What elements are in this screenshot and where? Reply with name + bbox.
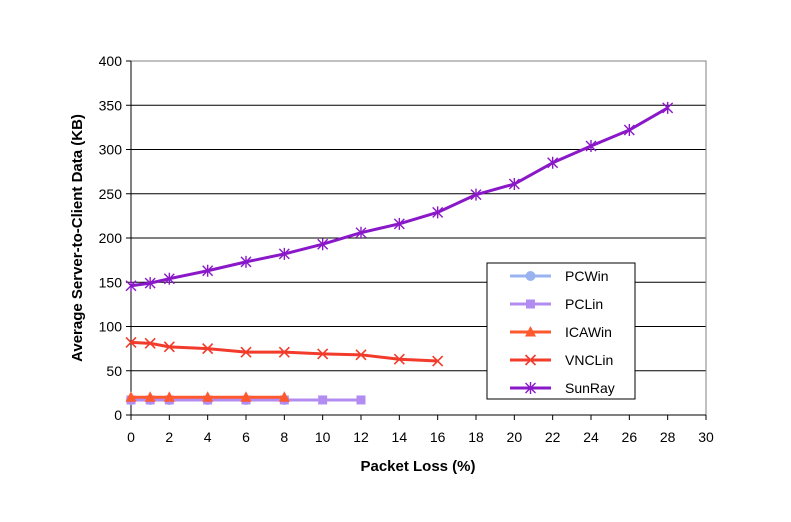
data-point-vnclin	[125, 336, 137, 348]
grid-lines	[131, 104, 706, 372]
legend-marker	[526, 299, 535, 309]
data-point-sunray	[585, 139, 597, 152]
legend-box	[486, 262, 636, 400]
legend-item-sunray: SunRay	[510, 380, 615, 396]
data-point-sunray	[125, 279, 137, 292]
data-point-sunray	[144, 277, 156, 290]
data-point-pclin	[356, 395, 366, 405]
data-point-sunray	[355, 226, 367, 239]
x-tick-label: 30	[698, 429, 714, 445]
data-point-vnclin	[432, 355, 444, 367]
x-tick-label: 16	[430, 429, 446, 445]
x-tick-label: 18	[468, 429, 484, 445]
data-point-icawin	[240, 391, 252, 402]
data-point-sunray	[202, 264, 214, 277]
x-tick-label: 2	[165, 429, 173, 445]
y-axis-title: Average Server-to-Client Data (KB)	[69, 114, 86, 362]
data-point-icawin	[144, 391, 156, 402]
data-point-icawin	[163, 391, 175, 402]
data-point-vnclin	[355, 349, 367, 361]
y-tick-label: 250	[99, 186, 123, 202]
legend-label: VNCLin	[565, 352, 613, 368]
series-layer	[125, 101, 674, 405]
data-point-sunray	[547, 156, 559, 169]
data-point-sunray	[278, 247, 290, 260]
data-point-icawin	[278, 391, 290, 402]
series-line-sunray	[130, 106, 669, 288]
data-point-sunray	[662, 101, 674, 114]
data-point-vnclin	[144, 337, 156, 349]
x-tick-label: 4	[204, 429, 212, 445]
legend-marker	[525, 271, 536, 281]
legend-item-icawin: ICAWin	[510, 324, 612, 340]
x-tick-label: 6	[242, 429, 250, 445]
data-point-sunray	[317, 238, 329, 251]
data-point-vnclin	[278, 346, 290, 358]
data-point-vnclin	[393, 353, 405, 365]
data-point-icawin	[202, 391, 214, 402]
data-point-sunray	[623, 124, 635, 137]
series-vnclin	[125, 336, 444, 367]
data-point-sunray	[508, 178, 520, 191]
y-tick-label: 200	[99, 230, 123, 246]
data-point-vnclin	[202, 343, 214, 355]
y-tick-label: 350	[99, 97, 123, 113]
series-line-vnclin	[130, 340, 438, 363]
legend-item-pclin: PCLin	[510, 296, 603, 312]
y-tick-label: 300	[99, 142, 123, 158]
legend-label: SunRay	[565, 380, 615, 396]
x-tick-label: 20	[507, 429, 523, 445]
legend-marker	[525, 382, 536, 394]
y-axis-ticks: 0 50 100 150 200 250 300 350 400	[99, 53, 131, 423]
y-tick-label: 50	[106, 363, 122, 379]
x-tick-label: 26	[622, 429, 638, 445]
data-point-sunray	[470, 188, 482, 201]
x-tick-label: 24	[583, 429, 599, 445]
data-point-icawin	[125, 391, 137, 402]
legend-label: ICAWin	[565, 324, 612, 340]
x-tick-label: 14	[392, 429, 408, 445]
legend-marker	[524, 354, 537, 366]
series-sunray	[125, 101, 674, 292]
data-point-sunray	[393, 217, 405, 230]
data-point-sunray	[240, 255, 252, 268]
x-tick-label: 12	[353, 429, 369, 445]
x-axis-title: Packet Loss (%)	[360, 458, 475, 475]
data-point-sunray	[432, 206, 444, 219]
legend-marker	[525, 326, 536, 337]
data-point-vnclin	[317, 348, 329, 360]
legend-items: PCWin PCLin ICAWin VNCLin SunRay	[510, 268, 615, 396]
y-tick-label: 0	[114, 407, 122, 423]
x-tick-label: 8	[280, 429, 288, 445]
y-tick-label: 150	[99, 274, 123, 290]
y-tick-label: 100	[99, 319, 123, 335]
x-tick-label: 0	[127, 429, 135, 445]
legend-label: PCLin	[565, 296, 603, 312]
x-tick-label: 28	[660, 429, 676, 445]
y-tick-label: 400	[99, 53, 123, 69]
data-point-vnclin	[240, 346, 252, 358]
series-icawin	[125, 391, 290, 402]
legend-item-vnclin: VNCLin	[510, 352, 613, 368]
x-tick-label: 10	[315, 429, 331, 445]
legend-label: PCWin	[565, 268, 609, 284]
x-tick-label: 22	[545, 429, 561, 445]
data-point-pclin	[318, 395, 328, 405]
data-point-sunray	[163, 272, 175, 285]
legend: PCWin PCLin ICAWin VNCLin SunRay	[486, 262, 636, 400]
data-point-vnclin	[163, 341, 175, 353]
x-axis-ticks: 0 2 4 6 8 10 12 14 16 18 20 22 24 26 28 30	[127, 415, 714, 445]
legend-item-pcwin: PCWin	[510, 268, 609, 284]
